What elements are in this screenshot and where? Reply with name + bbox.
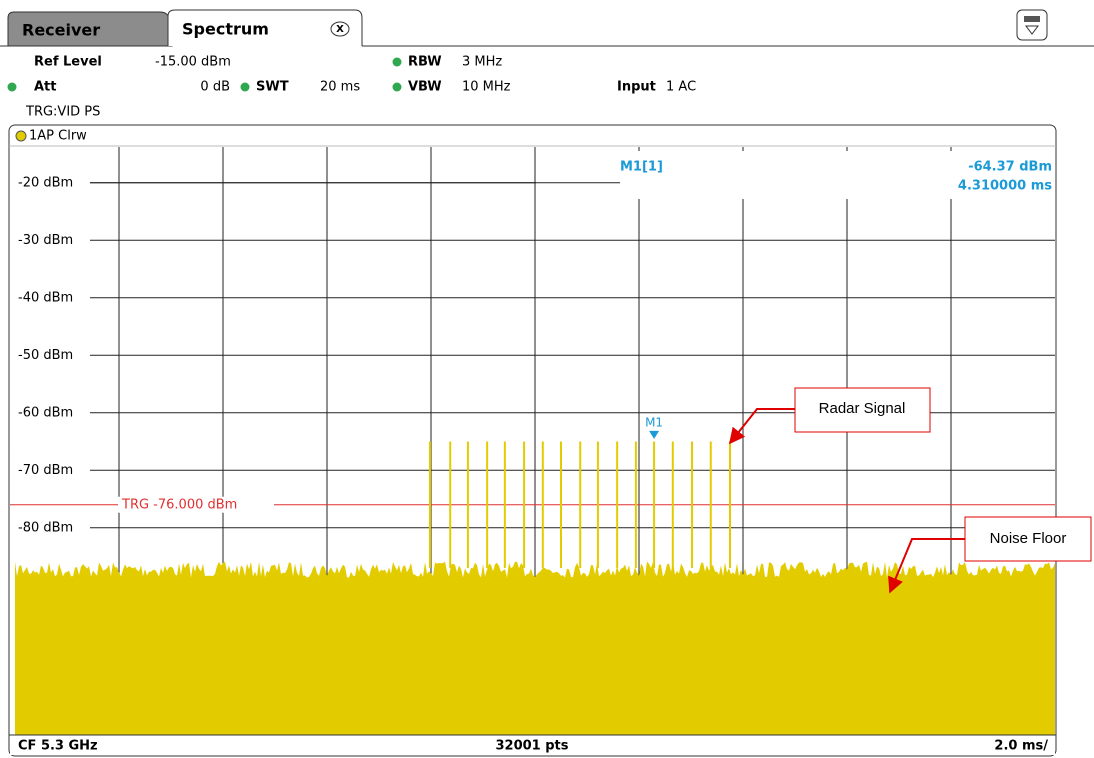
annotation-box: [794, 387, 931, 433]
footer-center: 32001 pts: [495, 739, 568, 754]
close-icon: X: [336, 24, 344, 35]
footer-left: CF 5.3 GHz: [18, 739, 98, 754]
marker-time: 4.310000 ms: [958, 179, 1052, 194]
y-tick-label: -70 dBm: [18, 463, 73, 478]
tab-label: Receiver: [22, 21, 100, 40]
marker-name: M1: [645, 415, 663, 429]
annotation: Radar Signal: [819, 400, 906, 417]
status-dot: [392, 57, 402, 67]
setting-label: RBW: [408, 55, 442, 70]
trigger-label-bg: [118, 496, 274, 513]
setting-label: VBW: [408, 80, 442, 95]
tab-spectrum[interactable]: [167, 9, 363, 46]
setting-label: Att: [34, 80, 57, 95]
y-tick-label: -80 dBm: [18, 520, 73, 535]
close-tab[interactable]: [330, 21, 350, 37]
noise-floor: [15, 561, 1055, 735]
annotation-arrow: [729, 408, 795, 445]
setting-label: SWT: [256, 80, 289, 95]
footer-right: 2.0 ms/: [994, 739, 1048, 754]
marker-readout-label: M1[1]: [620, 160, 663, 175]
menu-icon: [1025, 25, 1039, 35]
setting-label: Input: [617, 80, 656, 95]
status-dot: [240, 82, 250, 92]
marker-readout-bg: [536, 151, 1055, 199]
menu-icon: [1024, 16, 1040, 22]
y-tick-label: -60 dBm: [18, 405, 73, 420]
y-tick-label: -30 dBm: [18, 233, 73, 248]
setting-value: 20 ms: [320, 80, 360, 95]
setting-value: 3 MHz: [462, 55, 502, 70]
tab-label: Spectrum: [182, 20, 269, 39]
y-tick-label: -50 dBm: [18, 348, 73, 363]
setting-label: Ref Level: [34, 55, 102, 70]
y-tick-label: -20 dBm: [18, 175, 73, 190]
setting-value: 10 MHz: [462, 80, 511, 95]
setting-value: -15.00 dBm: [155, 55, 231, 70]
annotation-arrow: [888, 538, 965, 594]
status-dot: [7, 82, 17, 92]
trigger-label: TRG -76.000 dBm: [121, 497, 237, 512]
status-dot: [392, 82, 402, 92]
marker: [649, 430, 660, 439]
trigger-setting: TRG:VID PS: [25, 105, 100, 120]
setting-value: 0 dB: [200, 80, 230, 95]
footer-bar: [10, 735, 1055, 755]
menu-button[interactable]: [1016, 9, 1048, 41]
marker-level: -64.37 dBm: [968, 160, 1052, 175]
annotation-box: [964, 516, 1092, 562]
trace-label: 1AP Clrw: [29, 129, 87, 144]
y-tick-label: -40 dBm: [18, 290, 73, 305]
setting-value: 1 AC: [666, 80, 696, 95]
annotation: Noise Floor: [990, 530, 1067, 547]
trace-dot: [15, 130, 27, 142]
